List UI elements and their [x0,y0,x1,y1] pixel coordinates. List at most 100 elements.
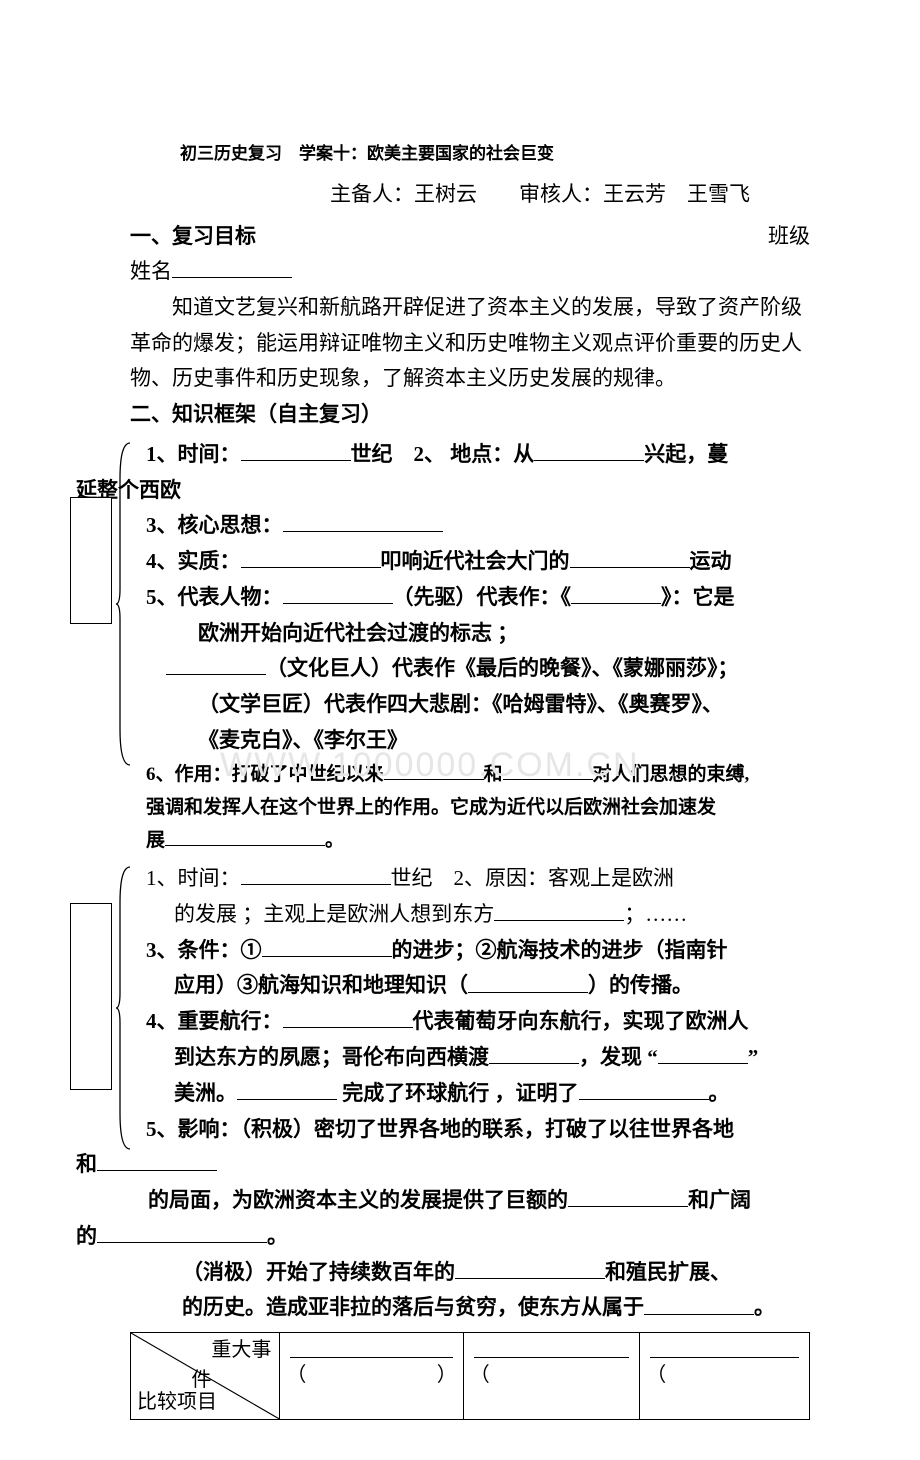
block-b: 1、时间：世纪 2、原因：客观上是欧洲 的发展 ；主观上是欧洲人想到东方；…… … [130,861,810,1326]
section1-heading: 一、复习目标 [130,219,256,255]
a-line5d: 欧洲开始向近代社会过渡的标志 ； [146,616,810,652]
b5and: 和 [76,1152,97,1176]
block-b-content: 1、时间：世纪 2、原因：客观上是欧洲 的发展 ；主观上是欧洲人想到东方；…… … [130,861,810,1147]
b-line1c: 的发展 ；主观上是欧洲人想到东方 ；…… [146,897,810,933]
paren-close: ） [437,1360,457,1390]
a-line6d: 强调和发挥人在这个世界上的作用。它成为近代以后欧洲社会加速发 [146,792,810,824]
a6f: 。 [325,830,344,851]
table-cell: （ [640,1333,810,1420]
cell-blank [650,1339,799,1358]
compare-table: 重大事 件 比较项目 （ ） （ （ [130,1332,810,1420]
b5e: 。 [267,1224,288,1248]
b-neg-c: 的历史。造成亚非拉的落后与贫穷，使东方从属于 。 [130,1290,810,1326]
blank [97,1219,267,1243]
a-line5: 5、代表人物：（先驱）代表作：《》：它是 [146,580,810,616]
doc-title: 初三历史复习 学案十：欧美主要国家的社会巨变 [130,140,810,169]
diag-top: 重大事 件 [211,1335,271,1395]
b5negd: 。 [754,1296,775,1320]
brace-a [116,439,132,769]
b4f: 美洲。 [174,1081,237,1105]
blank [237,1076,337,1100]
brace-b [116,863,132,1153]
name-blank [172,254,292,278]
blank [455,1255,605,1279]
name-row: 姓名 [130,254,810,290]
blank [503,758,593,780]
b1c: 的发展 ；主观上是欧洲人想到东方 [174,902,494,926]
b5negc: 的历史。造成亚非拉的落后与贫穷，使东方从属于 [182,1296,644,1320]
b4g: 完成了环球航行 ，证明了 [337,1081,579,1105]
b3c: 应用）③航海知识和地理知识（ [174,974,468,998]
block-a: WWW.1000000.COM.CN 1、时间：世纪 2、 地点：从兴起，蔓 延… [130,437,810,857]
a6a: 6、作用：打破了中世纪以来 [146,764,384,785]
b1d: ；…… [624,902,687,926]
b4a: 4、重要航行： [146,1009,283,1033]
blank [658,1040,748,1064]
a1-text3: 兴起，蔓 [644,442,728,466]
b5nega: （消极）开始了持续数百年的 [182,1260,455,1284]
table-cell: （ [463,1333,640,1420]
a-line6e: 展。 [146,824,810,857]
compare-table-wrap: 重大事 件 比较项目 （ ） （ （ [130,1332,810,1420]
section2-heading: 二、知识框架（自主复习） [130,397,810,433]
blank [262,933,392,957]
b4b: 代表葡萄牙向东航行，实现了欧洲人 [413,1009,749,1033]
a5a: 5、代表人物： [146,585,283,609]
page: 初三历史复习 学案十：欧美主要国家的社会巨变 主备人：王树云 审核人：王云芳 王… [0,0,920,1460]
table-row: 重大事 件 比较项目 （ ） （ （ [131,1333,810,1420]
a-line5e: （文化巨人）代表作《最后的晚餐》、《蒙娜丽莎》； [146,651,810,687]
b-line5d: 的。 [76,1219,810,1255]
b-line5and: 和 [76,1147,810,1183]
blank [241,544,381,568]
blank [468,968,588,992]
author-row: 主备人：王树云 审核人：王云芳 王雪飞 [130,177,810,213]
diagonal-header-cell: 重大事 件 比较项目 [131,1333,280,1420]
blank [283,580,393,604]
blank [579,1076,709,1100]
b5b: 的局面，为欧洲资本主义的发展提供了巨额的 [148,1188,568,1212]
b4h: 。 [709,1081,730,1105]
blank [571,580,661,604]
a6c: 对人们思想的束缚, [593,764,750,785]
blank [241,437,351,461]
b-line5: 5、影响：（积极）密切了世界各地的联系，打破了以往世界各地 [146,1112,810,1148]
a4c: 运动 [690,549,732,573]
block-a-content: 1、时间：世纪 2、 地点：从兴起，蔓 延整个西欧 3、核心思想： 4、实质：叩… [130,437,810,857]
diag-bot: 比较项目 [137,1387,217,1417]
a-line6: 6、作用：打破了中世纪以来 和 对人们思想的束缚, [146,758,810,791]
b-line3c: 应用）③航海知识和地理知识（）的传播。 [146,968,810,1004]
b-line3: 3、条件：①的进步；②航海技术的进步（指南针 [146,933,810,969]
blank [384,758,484,780]
a3-label: 3、核心思想： [146,513,283,537]
blank [283,508,443,532]
b-line1: 1、时间：世纪 2、原因：客观上是欧洲 [146,861,810,897]
paren-open: （ [470,1360,490,1390]
class-label: 班级 [768,219,810,255]
blank [534,437,644,461]
b5negb: 和殖民扩展、 [605,1260,731,1284]
blank [568,1183,688,1207]
paren-open: （ [286,1360,306,1390]
blank [283,1004,413,1028]
b4d: ，发现 “ [579,1045,658,1069]
b3b: 的进步；②航海技术的进步（指南针 [392,938,728,962]
a5c: 》：它是 [661,585,735,609]
blank [644,1290,754,1314]
blank [166,651,266,675]
a6e: 展 [146,830,165,851]
cell-blank [290,1339,452,1358]
a5e: （文化巨人）代表作《最后的晚餐》、《蒙娜丽莎》； [266,656,739,680]
blank [241,861,391,885]
b5d: 的 [76,1224,97,1248]
a-line4: 4、实质：叩响近代社会大门的运动 [146,544,810,580]
paren-open: （ [646,1360,666,1390]
cell-blank [474,1339,630,1358]
blank [489,1040,579,1064]
a6b: 和 [484,764,503,785]
b-line4f: 美洲。 完成了环球航行 ，证明了 。 [146,1076,810,1112]
blank [570,544,690,568]
blank [97,1147,217,1171]
blank [494,897,624,921]
a1-label: 1、时间： [146,442,241,466]
b4e: ” [748,1045,759,1069]
